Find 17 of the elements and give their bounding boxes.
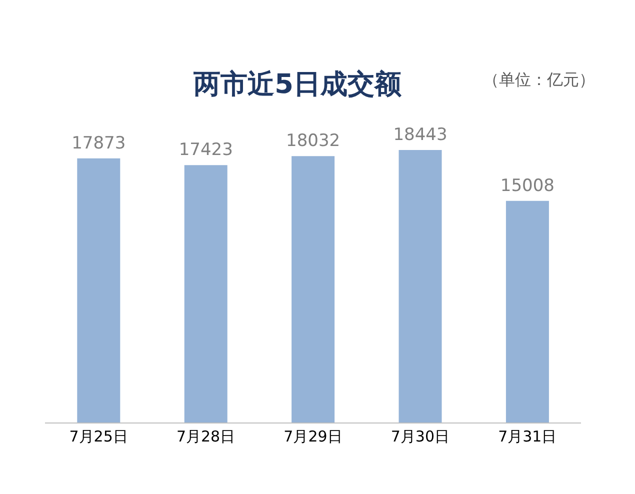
x-tick-label: 7月30日 [390,428,450,446]
chart-title: 两市近5日成交额 [194,69,402,100]
bar [398,150,442,423]
data-label: 17423 [178,140,233,160]
bar [292,156,335,423]
data-label: 17873 [72,133,126,154]
bar [77,158,120,423]
x-tick-label: 7月31日 [498,428,557,446]
data-label: 18032 [286,131,340,152]
data-label: 18443 [393,125,448,145]
bar [506,200,549,423]
bar [184,165,228,423]
x-tick-label: 7月28日 [176,428,236,446]
text: （单位：亿元） [483,70,595,91]
data-label: 15008 [500,176,555,196]
x-tick-label: 7月25日 [69,428,128,446]
x-tick-label: 7月29日 [284,428,342,446]
